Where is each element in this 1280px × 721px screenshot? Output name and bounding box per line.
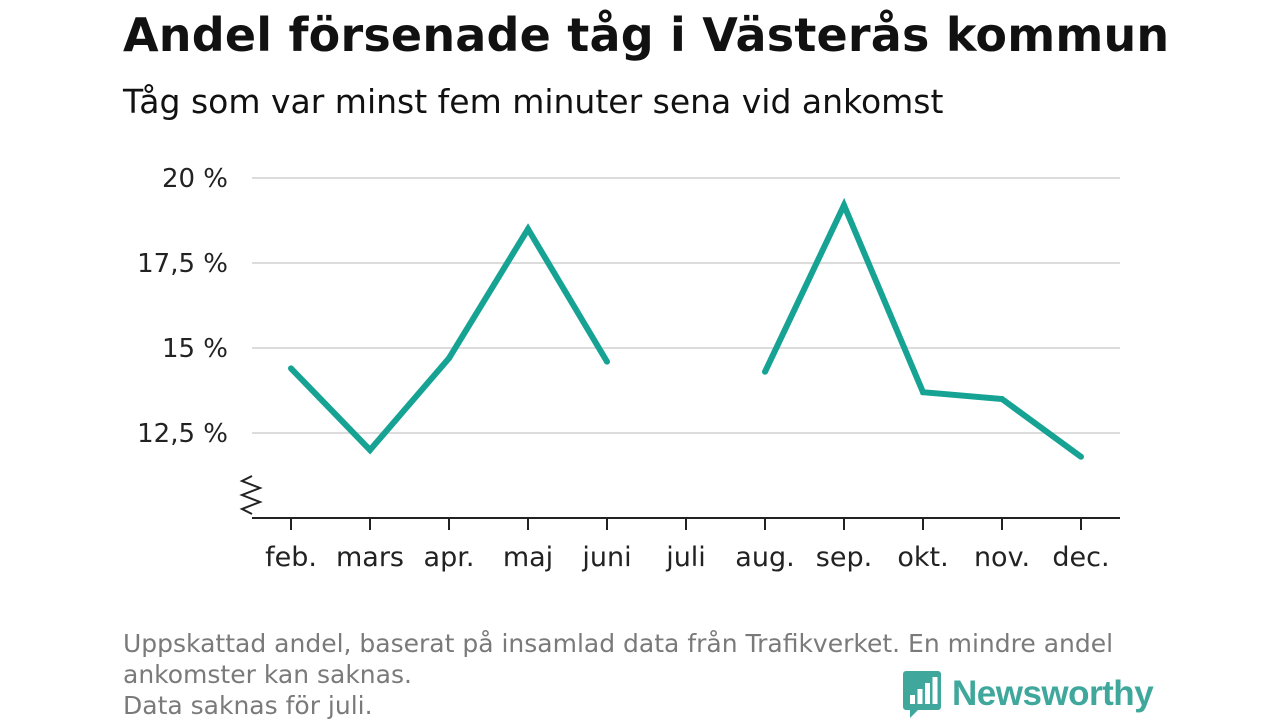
series-line-segment: [762, 197, 1083, 460]
x-tick-label: sep.: [816, 542, 872, 573]
data-point: [367, 447, 373, 453]
x-tick-label: dec.: [1052, 542, 1109, 573]
x-tick-label: okt.: [897, 542, 948, 573]
x-axis: [239, 475, 1120, 530]
data-point: [288, 365, 294, 372]
data-point: [999, 396, 1005, 402]
footnote-line-2: Data saknas för juli.: [123, 691, 373, 720]
data-point: [762, 368, 768, 375]
y-tick-label: 17,5 %: [137, 249, 228, 279]
brand-name: Newsworthy: [952, 674, 1154, 713]
x-tick-label: nov.: [974, 542, 1030, 573]
chart-subtitle: Tåg som var minst fem minuter sena vid a…: [123, 82, 944, 121]
x-tick-label: feb.: [265, 542, 317, 573]
x-tick-label: juni: [581, 542, 631, 573]
data-point: [604, 358, 610, 365]
data-point: [446, 355, 452, 362]
footnote-line-1: Uppskattad andel, baserat på insamlad da…: [123, 629, 1114, 689]
data-point: [1078, 453, 1084, 460]
x-tick-label: maj: [503, 542, 553, 573]
data-point: [841, 202, 847, 209]
footnote: Uppskattad andel, baserat på insamlad da…: [123, 628, 1153, 721]
x-tick-label: juli: [665, 542, 706, 573]
x-tick-label: aug.: [735, 542, 794, 573]
y-tick-label: 20 %: [162, 164, 228, 194]
y-tick-label: 15 %: [162, 334, 228, 364]
axis-break-icon: [239, 475, 263, 515]
data-point: [525, 226, 531, 232]
series-lines: [288, 197, 1084, 460]
x-tick-label: apr.: [424, 542, 475, 573]
bar-chart-logo-icon: [903, 671, 941, 718]
chart-title: Andel försenade tåg i Västerås kommun: [123, 8, 1170, 62]
y-tick-label: 12,5 %: [137, 419, 228, 449]
x-axis-tick-labels: feb. mars apr. maj juni juli aug. sep. okt. nov. d…: [265, 542, 1110, 573]
data-point: [920, 389, 926, 396]
grid-lines: [252, 177, 1120, 434]
x-tick-label: mars: [336, 542, 404, 573]
y-axis-tick-labels: 12,5 % 15 % 17,5 % 20 %: [137, 164, 228, 449]
brand-logo: Newsworthy: [902, 668, 1154, 720]
